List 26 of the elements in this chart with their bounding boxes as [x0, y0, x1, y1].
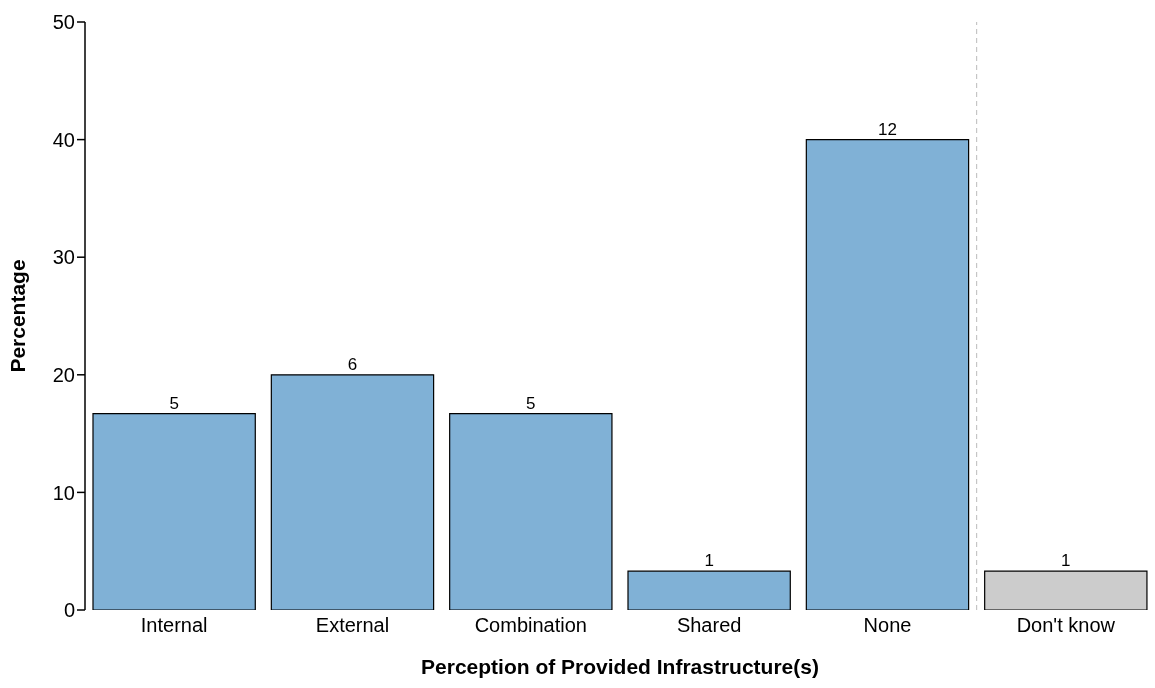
x-tick-label: Internal — [140, 614, 208, 637]
annotation: 1 — [1061, 551, 1071, 571]
bar — [92, 413, 256, 610]
bar — [984, 570, 1148, 610]
bar — [627, 570, 791, 610]
y-tick-label: 0 — [63, 599, 75, 622]
x-tick-label: Don't know — [1016, 614, 1116, 637]
x-tick-label: None — [863, 614, 912, 637]
x-tick-label: External — [315, 614, 390, 637]
annotation: 6 — [347, 354, 358, 374]
y-tick-label: 30 — [52, 246, 75, 269]
annotation: 5 — [169, 393, 179, 413]
x-tick-label: Combination — [474, 614, 587, 637]
annotation: 5 — [526, 393, 536, 413]
annotation: 1 — [704, 551, 714, 571]
annotation: 12 — [878, 119, 897, 139]
bar — [805, 139, 970, 610]
y-tick-label: 40 — [52, 128, 75, 151]
bar — [270, 374, 435, 610]
x-axis-title: Perception of Provided Infrastructure(s) — [421, 655, 819, 678]
y-tick-label: 50 — [52, 11, 75, 34]
y-axis-title: Percentage — [6, 259, 30, 373]
y-tick-label: 20 — [52, 363, 75, 386]
x-tick-label: Shared — [676, 614, 742, 637]
y-tick-label: 10 — [52, 481, 75, 504]
bar — [449, 413, 613, 610]
